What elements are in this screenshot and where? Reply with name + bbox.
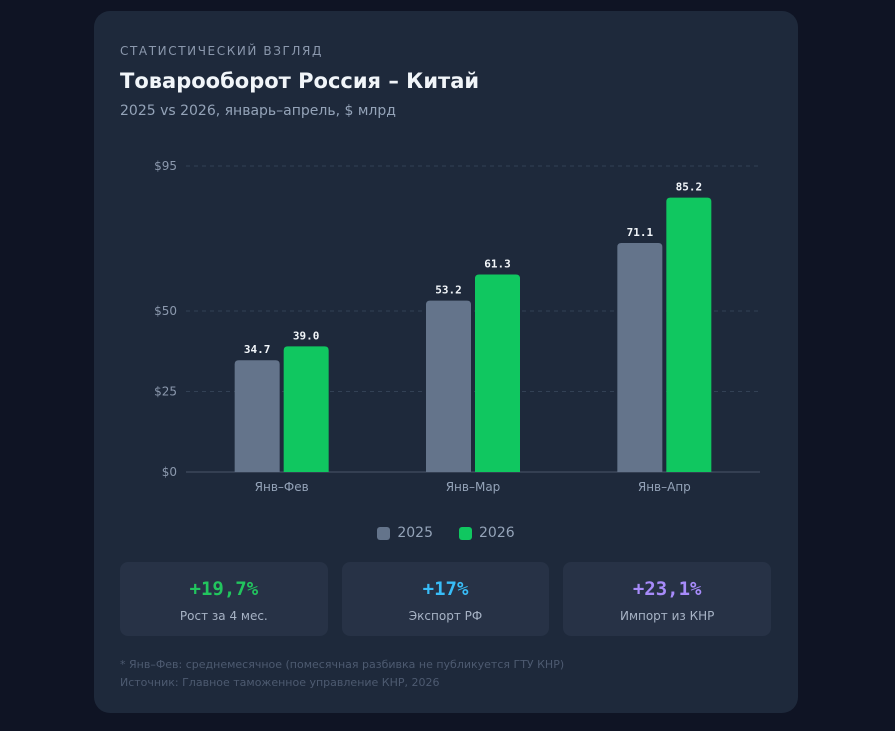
- stat-value-import: +23,1%: [632, 578, 702, 600]
- legend-item-2026: 2026: [459, 525, 515, 541]
- stats-row: +19,7% Рост за 4 мес. +17% Экспорт РФ +2…: [120, 562, 772, 636]
- chart-card: СТАТИСТИЧЕСКИЙ ВЗГЛЯД Товарооборот Росси…: [94, 11, 798, 713]
- data-label: 39.0: [293, 329, 320, 342]
- stat-value-export: +17%: [422, 578, 469, 600]
- y-tick-label: $0: [162, 465, 177, 479]
- bar-2025-1: [234, 360, 280, 472]
- stat-label-growth: Рост за 4 мес.: [179, 609, 268, 623]
- bar-chart: $0 $25 $50 $95 34.7 39.0 Янв–Фев 53.2 61.3 Янв–Ма…: [154, 159, 760, 494]
- x-tick-label: Янв–Фев: [255, 480, 309, 494]
- legend-swatch-2026: [459, 526, 472, 540]
- data-label: 34.7: [244, 343, 271, 356]
- footnotes: * Янв–Фев: среднемесячное (помесячная ра…: [120, 656, 564, 692]
- data-label: 85.2: [676, 181, 703, 194]
- y-tick-label: $25: [154, 384, 177, 398]
- stat-card-export: +17% Экспорт РФ: [341, 562, 550, 636]
- chart-title: Товарооборот Россия – Китай: [120, 69, 480, 93]
- stat-label-export: Экспорт РФ: [408, 609, 483, 623]
- y-tick-label: $95: [154, 159, 177, 173]
- x-tick-label: Янв–Мар: [446, 480, 501, 494]
- legend-swatch-2025: [377, 526, 391, 540]
- bar-2025-2: [426, 300, 471, 472]
- bar-2025-3: [617, 242, 663, 472]
- legend-label-2026: 2026: [479, 525, 515, 541]
- legend-item-2025: 2025: [377, 525, 433, 541]
- chart-subtitle: 2025 vs 2026, январь–апрель, $ млрд: [120, 103, 396, 119]
- stat-card-import: +23,1% Импорт из КНР: [563, 562, 772, 636]
- footnote-source: Источник: Главное таможенное управление …: [120, 676, 440, 689]
- data-label: 71.1: [627, 226, 654, 239]
- stat-label-import: Импорт из КНР: [619, 609, 715, 623]
- x-tick-label: Янв–Апр: [638, 480, 691, 494]
- legend-label-2025: 2025: [397, 525, 433, 541]
- bar-2026-2: [475, 274, 520, 472]
- stat-card-growth: +19,7% Рост за 4 мес.: [120, 562, 328, 636]
- eyebrow-label: СТАТИСТИЧЕСКИЙ ВЗГЛЯД: [120, 44, 323, 58]
- stat-value-growth: +19,7%: [189, 578, 259, 600]
- data-label: 61.3: [484, 258, 511, 271]
- y-tick-label: $50: [154, 304, 177, 318]
- bar-2026-1: [283, 346, 329, 472]
- chart-legend: 2025 2026: [94, 525, 798, 541]
- footnote-note: * Янв–Фев: среднемесячное (помесячная ра…: [120, 658, 565, 671]
- bar-2026-3: [666, 197, 712, 472]
- data-label: 53.2: [435, 284, 462, 297]
